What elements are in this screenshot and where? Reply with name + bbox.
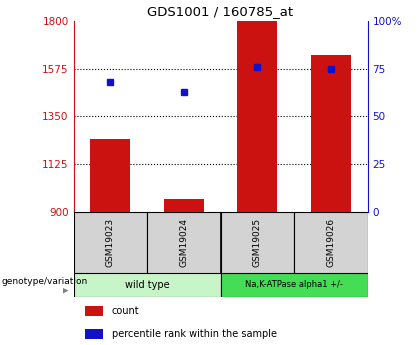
- Text: GSM19026: GSM19026: [326, 218, 335, 267]
- Text: GSM19025: GSM19025: [253, 218, 262, 267]
- Bar: [220, 212, 294, 273]
- Text: GSM19024: GSM19024: [179, 218, 188, 267]
- Bar: [90, 139, 131, 212]
- Bar: [74, 212, 147, 273]
- Text: count: count: [112, 306, 139, 316]
- Bar: [220, 273, 368, 297]
- Bar: [85, 306, 103, 316]
- Text: Na,K-ATPase alpha1 +/-: Na,K-ATPase alpha1 +/-: [245, 280, 343, 289]
- Text: wild type: wild type: [125, 280, 169, 289]
- Text: genotype/variation: genotype/variation: [2, 276, 88, 286]
- Bar: [237, 21, 278, 212]
- Bar: [163, 199, 204, 212]
- Bar: [294, 212, 368, 273]
- Text: percentile rank within the sample: percentile rank within the sample: [112, 329, 277, 339]
- Text: GSM19023: GSM19023: [106, 218, 115, 267]
- Bar: [310, 55, 351, 212]
- Bar: [85, 329, 103, 339]
- Bar: [74, 273, 220, 297]
- Bar: [147, 212, 220, 273]
- Title: GDS1001 / 160785_at: GDS1001 / 160785_at: [147, 5, 294, 18]
